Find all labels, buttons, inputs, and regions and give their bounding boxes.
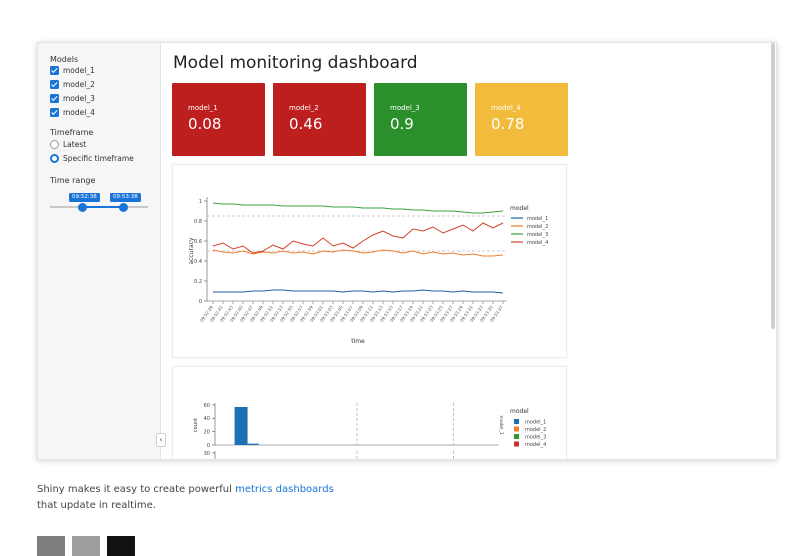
time-range-label: Time range <box>50 176 96 185</box>
y-tick-label: 0.4 <box>194 259 202 265</box>
y-axis-label: accuracy <box>188 237 195 265</box>
checkbox-model-3[interactable]: model_3 <box>50 93 95 104</box>
legend-title: model <box>510 408 529 415</box>
radio-label: Latest <box>63 140 87 149</box>
legend-title: model <box>510 205 529 212</box>
card-value: 0.9 <box>390 115 414 133</box>
card-value: 0.08 <box>188 115 222 133</box>
series-line-model-4 <box>212 222 504 254</box>
sidebar: Models model_1 model_2 model_3 model_4 T… <box>38 43 161 459</box>
legend-label: model_1 <box>527 216 548 222</box>
accuracy-line-chart: 00.20.40.60.8109:52:3909:52:4109:52:4309… <box>188 197 548 345</box>
card-name: model_2 <box>289 104 319 112</box>
histogram-bar-model-1 <box>234 407 248 445</box>
slider-end-tag: 09:53:38 <box>110 193 141 202</box>
chevron-left-icon: ‹ <box>159 435 163 444</box>
x-axis-label: time <box>351 338 365 345</box>
value-card-model-1[interactable]: model_1 0.08 <box>172 83 265 156</box>
bottom-swatch-2[interactable] <box>72 536 100 556</box>
y-tick-label: 0.8 <box>194 219 202 225</box>
main-content: Model monitoring dashboard model_1 0.08 … <box>161 43 776 459</box>
legend-label: model_4 <box>527 240 548 246</box>
checkbox-checked-icon[interactable] <box>50 80 59 89</box>
timeframe-label: Timeframe <box>50 128 94 137</box>
slider-end-handle[interactable] <box>119 203 128 212</box>
y-tick-label: 1 <box>199 199 202 205</box>
slider-start-handle[interactable] <box>78 203 87 212</box>
y-axis-label: count <box>193 418 199 432</box>
radio-unselected-icon[interactable] <box>50 140 59 149</box>
histogram-panel: 0 20 40 60 30 count model_1 model model_1 model_2… <box>172 366 567 459</box>
scrollbar[interactable] <box>771 43 775 329</box>
app-window: Models model_1 model_2 model_3 model_4 T… <box>37 42 777 460</box>
value-card-model-3[interactable]: model_3 0.9 <box>374 83 467 156</box>
checkbox-label: model_2 <box>63 80 95 89</box>
series-line-model-1 <box>213 289 504 294</box>
series-line-model-2 <box>212 249 504 257</box>
bottom-swatch-3[interactable] <box>107 536 135 556</box>
models-label: Models <box>50 55 79 64</box>
slider-start-tag: 09:52:38 <box>69 193 100 202</box>
checkbox-label: model_3 <box>63 94 95 103</box>
legend-swatch <box>514 426 519 432</box>
page-title: Model monitoring dashboard <box>173 53 418 73</box>
radio-label: Specific timeframe <box>63 154 134 163</box>
checkbox-checked-icon[interactable] <box>50 94 59 103</box>
accuracy-chart-panel: 0 0.2 0.4 0.6 0.8 1 09:52:39 09:52:41 09:52:43 09… <box>172 164 567 358</box>
legend-label: model_3 <box>527 232 548 238</box>
footer-description: Shiny makes it easy to create powerful m… <box>37 482 337 514</box>
y-tick-label: 40 <box>204 416 210 422</box>
checkbox-label: model_1 <box>63 66 95 75</box>
y-tick-label: 0.6 <box>194 239 202 245</box>
card-name: model_3 <box>390 104 420 112</box>
value-card-model-2[interactable]: model_2 0.46 <box>273 83 366 156</box>
histogram-bar-model-1 <box>245 443 259 445</box>
count-histogram-chart: 0 20 40 60 30 count model_1 model model_1 model_2… <box>193 403 546 459</box>
series-line-model-3 <box>212 202 504 214</box>
card-name: model_1 <box>188 104 218 112</box>
y-tick-label: 0 <box>199 299 202 305</box>
y-tick-label: 30 <box>204 451 210 457</box>
y-tick-label: 0 <box>207 443 210 449</box>
checkbox-model-1[interactable]: model_1 <box>50 65 95 76</box>
checkbox-label: model_4 <box>63 108 95 117</box>
y-tick-label: 0.2 <box>194 279 202 285</box>
legend-label: model_4 <box>525 442 546 448</box>
legend-label: model_1 <box>525 419 546 425</box>
footer-text-after: that update in realtime. <box>37 500 156 511</box>
legend-swatch <box>514 419 519 424</box>
footer-text-before: Shiny makes it easy to create powerful <box>37 484 236 495</box>
card-name: model_4 <box>491 104 521 112</box>
bottom-swatch-1[interactable] <box>37 536 65 556</box>
metrics-dashboards-link[interactable]: metrics dashboards <box>235 484 334 495</box>
radio-latest[interactable]: Latest <box>50 139 86 150</box>
checkbox-checked-icon[interactable] <box>50 108 59 117</box>
checkbox-model-4[interactable]: model_4 <box>50 107 95 118</box>
card-value: 0.46 <box>289 115 323 133</box>
y-tick-label: 60 <box>204 403 210 409</box>
legend-swatch <box>514 434 519 439</box>
legend-label: model_2 <box>525 427 546 433</box>
card-value: 0.78 <box>491 115 525 133</box>
slider-range-fill <box>82 206 123 208</box>
checkbox-checked-icon[interactable] <box>50 66 59 75</box>
legend-label: model_2 <box>527 224 548 230</box>
legend-swatch <box>514 441 519 447</box>
value-card-model-4[interactable]: model_4 0.78 <box>475 83 568 156</box>
y-tick-label: 20 <box>204 429 210 435</box>
sidebar-collapse-button[interactable]: ‹ <box>156 433 166 447</box>
checkbox-model-2[interactable]: model_2 <box>50 79 95 90</box>
legend-label: model_3 <box>525 434 546 440</box>
radio-specific-timeframe[interactable]: Specific timeframe <box>50 153 134 164</box>
radio-selected-icon[interactable] <box>50 154 59 163</box>
facet-strip-label: model_1 <box>498 415 504 434</box>
